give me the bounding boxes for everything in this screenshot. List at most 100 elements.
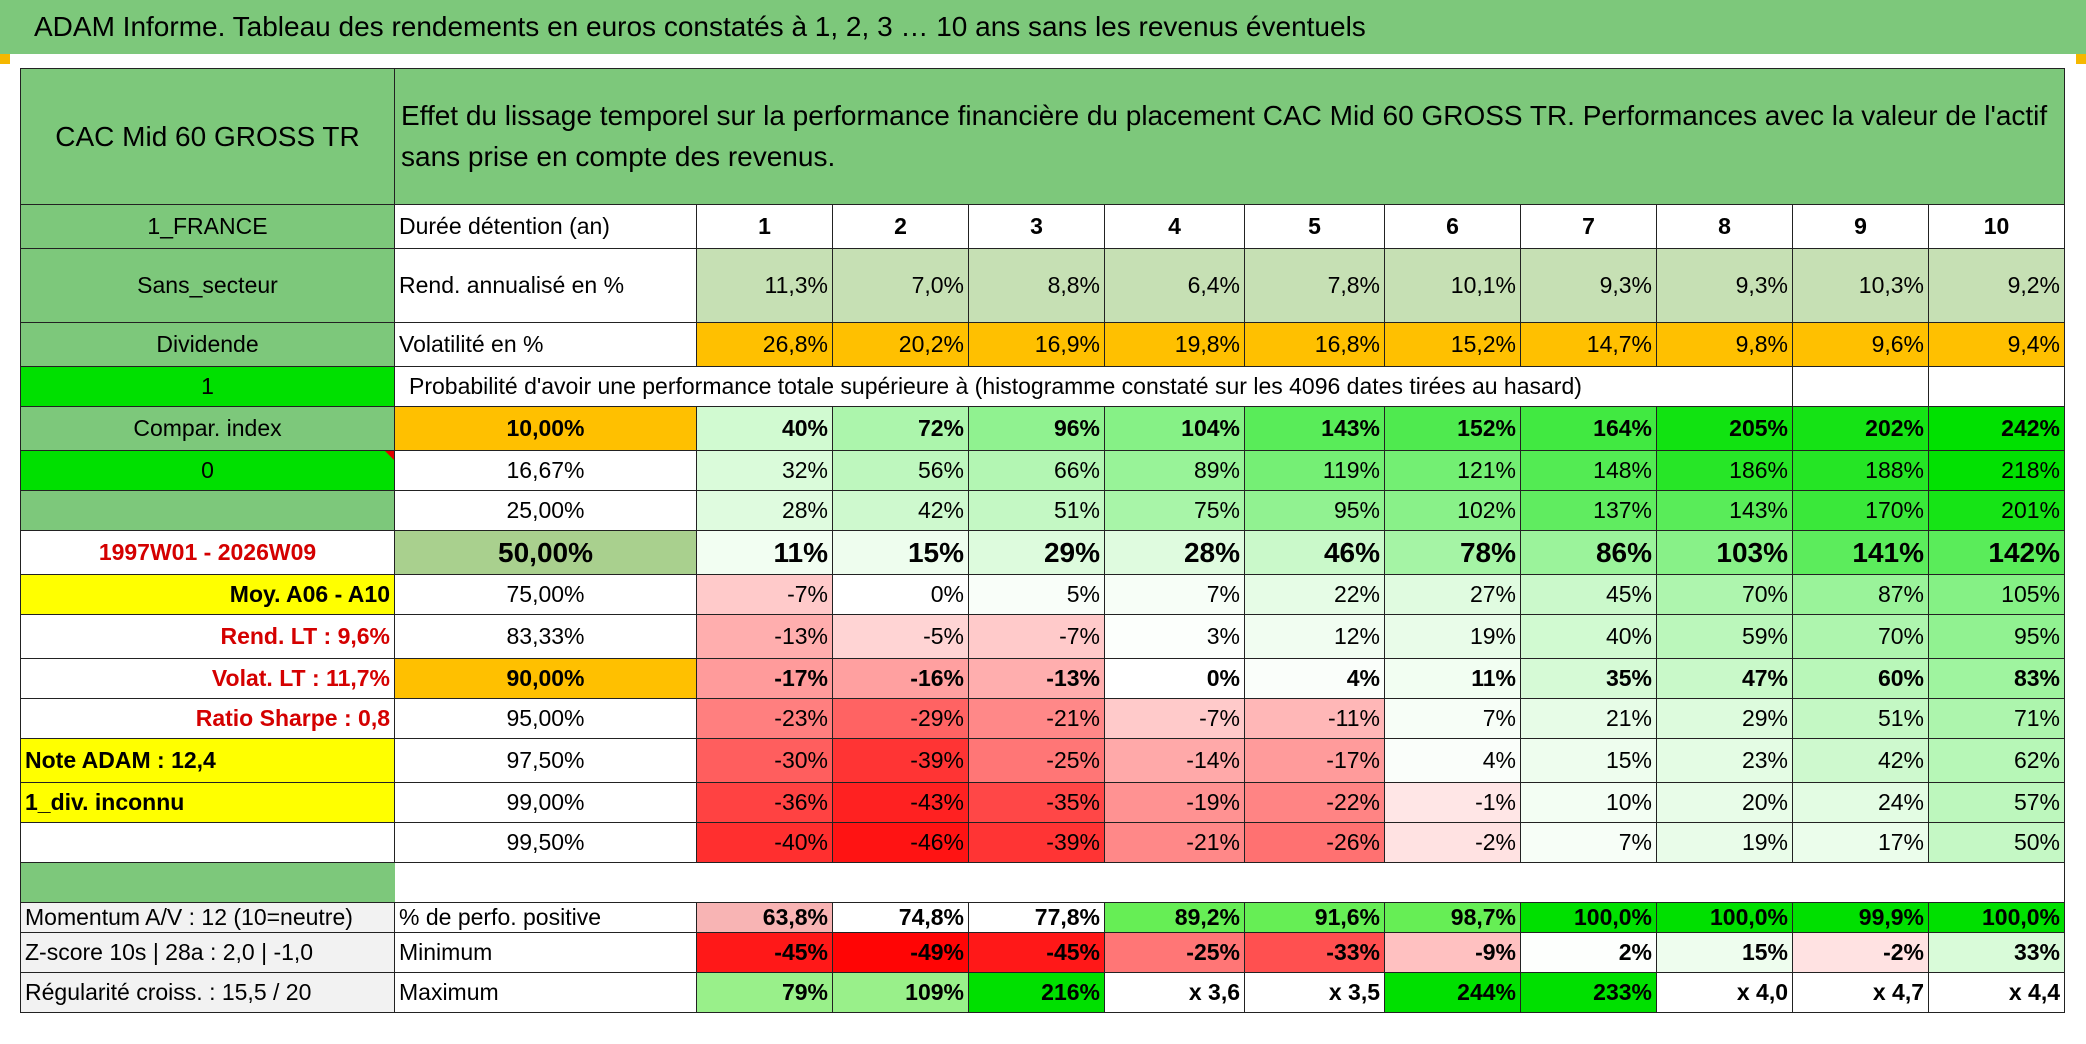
vol-value: 9,6% <box>1792 322 1929 367</box>
rend-value: 10,3% <box>1792 248 1929 323</box>
prob-value: -21% <box>1104 822 1245 863</box>
prob-value: -21% <box>968 698 1105 739</box>
prob-value: 3% <box>1104 614 1245 659</box>
prob-value: 95% <box>1928 614 2065 659</box>
prob-value: 20% <box>1656 782 1793 823</box>
rend-value: 9,3% <box>1520 248 1657 323</box>
prob-value: -17% <box>1244 738 1385 783</box>
prob-value: 32% <box>696 450 833 491</box>
prob-value: 45% <box>1520 574 1657 615</box>
gap-left <box>20 862 395 903</box>
performance-table: CAC Mid 60 GROSS TR Effet du lissage temp… <box>20 68 2065 1013</box>
stat-value: x 3,5 <box>1244 972 1385 1013</box>
year-header: 4 <box>1104 204 1245 249</box>
prob-row: 25,00% 28% 42% 51% 75% 95% 102% 137% 143% 170% 201… <box>20 490 2065 531</box>
stat-value: x 4,0 <box>1656 972 1793 1013</box>
rend-value: 9,3% <box>1656 248 1793 323</box>
gap-fill <box>394 862 2065 903</box>
prob-value: -25% <box>968 738 1105 783</box>
prob-value: 103% <box>1656 530 1793 575</box>
year-header: 8 <box>1656 204 1793 249</box>
year-header: 5 <box>1244 204 1385 249</box>
prob-value: 11% <box>696 530 833 575</box>
prob-value: 104% <box>1104 406 1245 451</box>
prob-value: 40% <box>696 406 833 451</box>
rend-row: Sans_secteur Rend. annualisé en % 11,3% 7,0… <box>20 248 2065 323</box>
prob-value: 23% <box>1656 738 1793 783</box>
prob-row: Moy. A06 - A10 75,00% -7% 0% 5% 7% 22% 27% 45% 70… <box>20 574 2065 615</box>
year-header: 9 <box>1792 204 1929 249</box>
prob-value: 143% <box>1244 406 1385 451</box>
div-cell: 1_div. inconnu <box>20 782 395 823</box>
vol-value: 9,8% <box>1656 322 1793 367</box>
prob-value: 78% <box>1384 530 1521 575</box>
prob-value: 143% <box>1656 490 1793 531</box>
year-header: 6 <box>1384 204 1521 249</box>
prob-value: 0% <box>1104 658 1245 699</box>
stat-value: -9% <box>1384 932 1521 973</box>
stat-label: Maximum <box>394 972 697 1013</box>
prob-value: 89% <box>1104 450 1245 491</box>
stat-label: Minimum <box>394 932 697 973</box>
prob-value: 28% <box>1104 530 1245 575</box>
prob-value: -22% <box>1244 782 1385 823</box>
prob-value: 70% <box>1792 614 1929 659</box>
prob-value: -2% <box>1384 822 1521 863</box>
stat-value: 233% <box>1520 972 1657 1013</box>
prob-row: 1_div. inconnu 99,00% -36% -43% -35% -19% -22%… <box>20 782 2065 823</box>
prob-value: 141% <box>1792 530 1929 575</box>
year-header: 1 <box>696 204 833 249</box>
stat-value: 15% <box>1656 932 1793 973</box>
prob-value: -16% <box>832 658 969 699</box>
prob-value: -23% <box>696 698 833 739</box>
vol-value: 16,9% <box>968 322 1105 367</box>
prob-value: 70% <box>1656 574 1793 615</box>
rend-value: 10,1% <box>1384 248 1521 323</box>
prob-value: -35% <box>968 782 1105 823</box>
vol-value: 14,7% <box>1520 322 1657 367</box>
prob-value: 152% <box>1384 406 1521 451</box>
stat-value: 63,8% <box>696 902 833 933</box>
period-cell: 1997W01 - 2026W09 <box>20 530 395 575</box>
vol-value: 16,8% <box>1244 322 1385 367</box>
stat-value: 77,8% <box>968 902 1105 933</box>
empty-cell <box>1928 366 2065 407</box>
prob-value: 15% <box>832 530 969 575</box>
rend-value: 7,8% <box>1244 248 1385 323</box>
prob-value: 27% <box>1384 574 1521 615</box>
stat-value: 74,8% <box>832 902 969 933</box>
corner-marker <box>2076 54 2086 64</box>
prob-value: 29% <box>1656 698 1793 739</box>
sharpe-cell: Ratio Sharpe : 0,8 <box>20 698 395 739</box>
prob-value: 105% <box>1928 574 2065 615</box>
threshold-cell: 97,50% <box>394 738 697 783</box>
bottom-row: Momentum A/V : 12 (10=neutre)% de perfo.… <box>20 902 2065 933</box>
prob-row: Ratio Sharpe : 0,8 95,00% -23% -29% -21% -7% -… <box>20 698 2065 739</box>
stat-value: 91,6% <box>1244 902 1385 933</box>
prob-value: -46% <box>832 822 969 863</box>
corner-marker <box>0 54 10 64</box>
prob-value: 7% <box>1384 698 1521 739</box>
vol-value: 9,4% <box>1928 322 2065 367</box>
prob-value: 51% <box>1792 698 1929 739</box>
prob-value: -39% <box>968 822 1105 863</box>
year-header: 7 <box>1520 204 1657 249</box>
prob-value: 59% <box>1656 614 1793 659</box>
prob-value: 47% <box>1656 658 1793 699</box>
prob-row: 1997W01 - 2026W09 50,00% 11% 15% 29% 28% 46% 78… <box>20 530 2065 575</box>
prob-value: -36% <box>696 782 833 823</box>
empty-left <box>20 490 395 531</box>
header-row: CAC Mid 60 GROSS TR Effet du lissage temp… <box>20 68 2065 205</box>
prob-value: 83% <box>1928 658 2065 699</box>
prob-value: 142% <box>1928 530 2065 575</box>
prob-value: 0% <box>832 574 969 615</box>
stat-value: -49% <box>832 932 969 973</box>
prob-value: -39% <box>832 738 969 783</box>
prob-value: 5% <box>968 574 1105 615</box>
prob-value: 95% <box>1244 490 1385 531</box>
stat-value: 99,9% <box>1792 902 1929 933</box>
description: Effet du lissage temporel sur la perform… <box>394 68 2065 205</box>
prob-value: 50% <box>1928 822 2065 863</box>
prob-value: 119% <box>1244 450 1385 491</box>
stat-value: 216% <box>968 972 1105 1013</box>
